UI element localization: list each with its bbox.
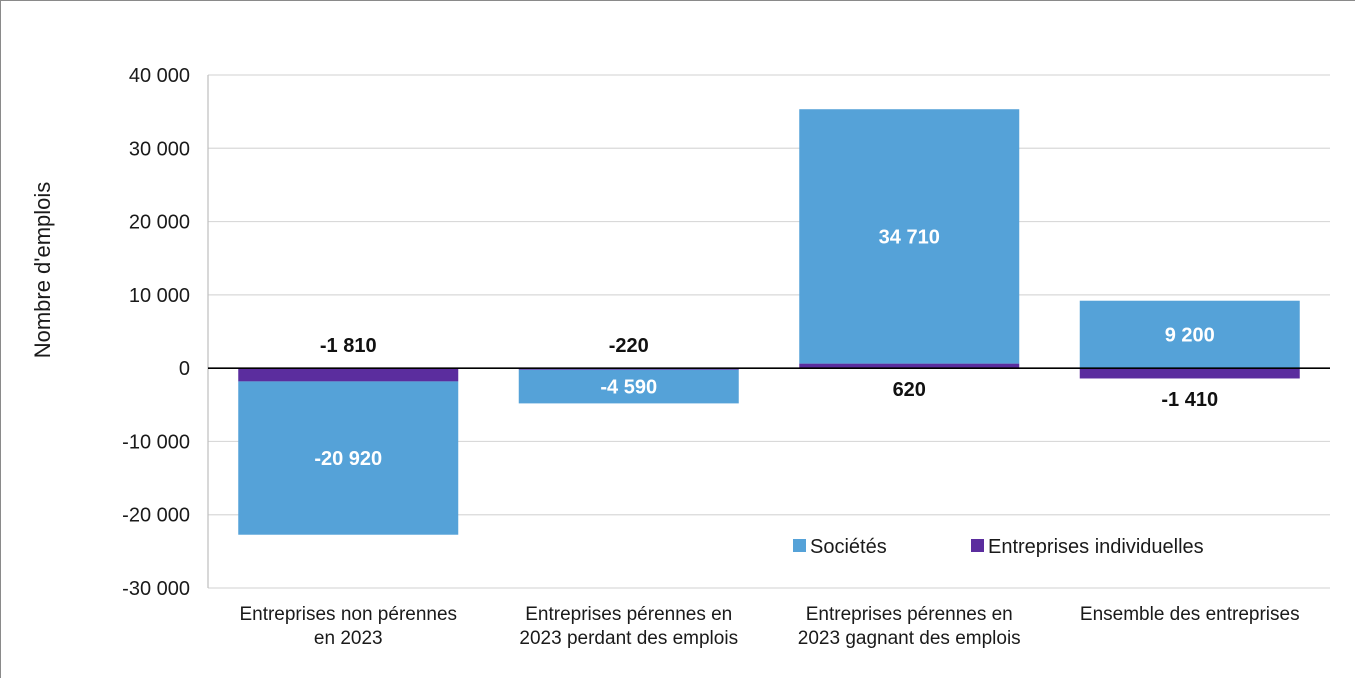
y-tick-label: 30 000 [129, 138, 190, 160]
data-label-entreprises-individuelles: 620 [893, 379, 926, 401]
category-label: Entreprises non pérennes [239, 604, 457, 625]
legend-swatch [971, 539, 984, 552]
category-label: Entreprises pérennes en [525, 604, 732, 625]
y-axis-label: Nombre d'emplois [30, 182, 55, 359]
y-tick-label: 40 000 [129, 65, 190, 87]
data-label-entreprises-individuelles: -1 810 [320, 335, 377, 357]
data-label-societes: 34 710 [879, 226, 940, 248]
bar-societes [799, 109, 1020, 364]
category-label: 2023 perdant des emplois [519, 628, 738, 649]
bar-societes [238, 381, 459, 535]
category-label: Entreprises pérennes en [806, 604, 1013, 625]
data-label-societes: -20 920 [314, 448, 382, 470]
category-labels: Entreprises non pérennes en 2023 Entrepris… [239, 604, 1299, 649]
bar-societes [1079, 300, 1300, 369]
y-tick-label: -20 000 [122, 505, 190, 527]
category-label: Ensemble des entreprises [1080, 604, 1300, 625]
y-tick-label: -10 000 [122, 431, 190, 453]
bar-societes [518, 369, 739, 404]
bar-entreprises-individuelles [238, 368, 459, 382]
y-tick-label: 10 000 [129, 285, 190, 307]
bar-entreprises-individuelles [799, 363, 1020, 369]
y-axis-ticks: 40 000 30 000 20 000 10 000 0 -10 000 -20 000 -… [122, 65, 190, 600]
bars [208, 109, 1330, 535]
data-label-societes: -4 590 [600, 377, 657, 399]
data-label-entreprises-individuelles: -1 410 [1161, 389, 1218, 411]
bar-entreprises-individuelles [518, 368, 739, 370]
data-label-societes: 9 200 [1165, 324, 1215, 346]
y-tick-label: -30 000 [122, 578, 190, 600]
legend: Sociétés Entreprises individuelles [793, 536, 1204, 558]
category-label: 2023 gagnant des emplois [798, 628, 1021, 649]
data-label-entreprises-individuelles: -220 [609, 335, 649, 357]
legend-swatch [793, 539, 806, 552]
legend-label: Entreprises individuelles [988, 536, 1204, 558]
category-label: en 2023 [314, 628, 383, 649]
gridlines [207, 74, 1330, 589]
data-labels: -20 920 -1 810 -4 590 -220 34 710 620 9 200 -1 … [314, 226, 1218, 470]
bar-entreprises-individuelles [1079, 368, 1300, 379]
y-tick-label: 20 000 [129, 212, 190, 234]
legend-label: Sociétés [810, 536, 887, 558]
y-tick-label: 0 [179, 358, 190, 380]
